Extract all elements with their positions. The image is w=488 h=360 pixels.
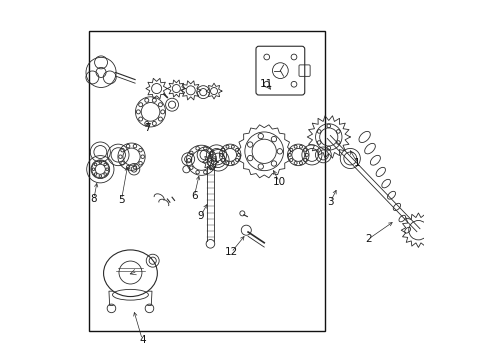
Text: 7: 7 [143,123,150,133]
Text: 5: 5 [118,195,124,205]
Text: 3: 3 [326,197,333,207]
Text: 10: 10 [272,177,285,187]
Text: 8: 8 [90,194,97,204]
Text: 6: 6 [191,191,197,201]
Text: 12: 12 [224,247,237,257]
Text: 1: 1 [353,158,360,168]
Text: 9: 9 [197,211,203,221]
Text: 4: 4 [139,334,145,345]
Bar [88,31,325,330]
Text: 2: 2 [364,234,371,244]
Text: 11: 11 [260,79,273,89]
